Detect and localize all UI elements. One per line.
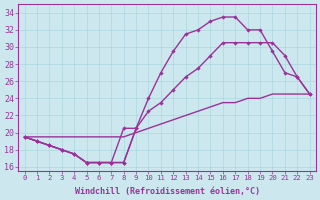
X-axis label: Windchill (Refroidissement éolien,°C): Windchill (Refroidissement éolien,°C) [75,187,260,196]
